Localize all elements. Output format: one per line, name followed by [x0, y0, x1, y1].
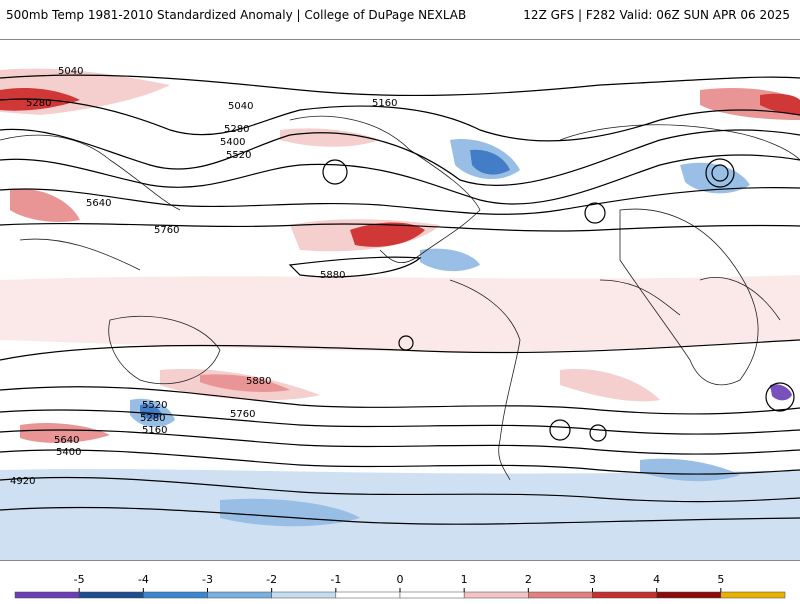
colorbar-tick-label: -5 [74, 573, 85, 586]
colorbar-tick-label: 1 [461, 573, 468, 586]
contour-label: 5160 [142, 425, 167, 436]
contour-label: 5280 [26, 98, 51, 109]
colorbar-segment [143, 591, 208, 599]
contour-label: 5520 [226, 150, 251, 161]
colorbar-tick-label: 4 [653, 573, 660, 586]
contour-label: 5280 [224, 124, 249, 135]
colorbar-ticks: -5 -4 -3 -2 -1 0 1 2 3 4 5 [74, 573, 724, 592]
colorbar-tick-label: 5 [717, 573, 724, 586]
contour-label: 5400 [220, 137, 245, 148]
cool-anomaly-shading [0, 139, 800, 560]
anomaly-map: 5040 5280 5040 5160 5280 5400 5520 5640 … [0, 39, 800, 561]
colorbar-tick-label: -1 [330, 573, 341, 586]
colorbar-tick-label: 2 [525, 573, 532, 586]
contour-label: 5760 [230, 409, 255, 420]
contour-label: 5040 [58, 66, 83, 77]
contour-label: 5160 [372, 98, 397, 109]
colorbar-tick-label: 0 [397, 573, 404, 586]
anomaly-colorbar: -5 -4 -3 -2 -1 0 1 2 3 4 5 [0, 560, 800, 600]
colorbar-segment [656, 591, 722, 599]
colorbar-canvas: -5 -4 -3 -2 -1 0 1 2 3 4 5 [14, 573, 786, 599]
contour-label: 5640 [54, 435, 79, 446]
colorbar-tick-label: 3 [589, 573, 596, 586]
colorbar-tick-label: -4 [138, 573, 149, 586]
contour-label: 5880 [246, 376, 271, 387]
colorbar-segments [14, 591, 786, 599]
contour-label: 5400 [56, 447, 81, 458]
colorbar-segment [207, 591, 272, 599]
colorbar-segment [271, 591, 337, 599]
colorbar-segment [335, 591, 401, 599]
colorbar-segment [720, 591, 786, 599]
colorbar-segment [399, 591, 465, 599]
coastlines [0, 115, 800, 481]
height-contours [0, 74, 800, 525]
contour-labels: 5040 5280 5040 5160 5280 5400 5520 5640 … [10, 66, 397, 487]
contour-label: 5760 [154, 225, 179, 236]
colorbar-segment [592, 591, 657, 599]
colorbar-segment [78, 591, 144, 599]
contour-label: 4920 [10, 476, 35, 487]
map-header: 500mb Temp 1981-2010 Standardized Anomal… [0, 0, 800, 30]
colorbar-tick-label: -2 [266, 573, 277, 586]
colorbar-segment [463, 591, 529, 599]
contour-label: 5520 [142, 400, 167, 411]
contour-label: 5640 [86, 198, 111, 209]
map-title: 500mb Temp 1981-2010 Standardized Anomal… [6, 8, 467, 22]
model-run-info: 12Z GFS | F282 Valid: 06Z SUN APR 06 202… [523, 8, 790, 22]
map-canvas: 5040 5280 5040 5160 5280 5400 5520 5640 … [0, 66, 800, 560]
colorbar-tick-label: -3 [202, 573, 213, 586]
contour-label: 5880 [320, 270, 345, 281]
colorbar-segment [528, 591, 593, 599]
warm-anomaly-shading [0, 68, 800, 443]
colorbar-segment [14, 591, 80, 599]
contour-label: 5040 [228, 101, 253, 112]
contour-label: 5280 [140, 413, 165, 424]
